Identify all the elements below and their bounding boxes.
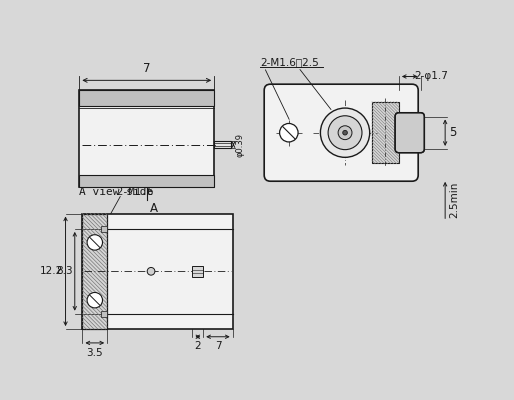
Circle shape [343, 130, 347, 135]
Circle shape [147, 268, 155, 275]
Circle shape [338, 126, 352, 140]
Text: 2: 2 [194, 341, 201, 350]
Text: 12.2: 12.2 [40, 266, 63, 276]
Bar [399, 116, 420, 149]
Text: 7: 7 [143, 62, 151, 75]
FancyBboxPatch shape [395, 113, 425, 153]
Text: 2-φ1.7: 2-φ1.7 [414, 72, 448, 82]
Bar [101, 226, 107, 232]
Circle shape [87, 292, 102, 308]
Circle shape [320, 108, 370, 157]
Circle shape [280, 124, 298, 142]
Bar [79, 90, 214, 186]
Text: 2-M1.6淲2.5: 2-M1.6淲2.5 [261, 57, 319, 67]
Circle shape [87, 235, 102, 250]
Text: A view side: A view side [79, 187, 153, 197]
Bar [372, 102, 399, 164]
Bar [82, 214, 107, 329]
FancyBboxPatch shape [264, 84, 418, 181]
Text: 2.5min: 2.5min [449, 182, 459, 218]
Bar [101, 310, 107, 317]
Bar [214, 141, 231, 148]
Circle shape [328, 116, 362, 150]
Text: 3.5: 3.5 [86, 348, 103, 358]
Text: φ0.39: φ0.39 [236, 133, 245, 157]
Bar [79, 175, 214, 186]
Bar [79, 90, 214, 106]
Text: 8.3: 8.3 [56, 266, 72, 276]
Text: 2-M1.6: 2-M1.6 [116, 187, 154, 197]
Text: 5: 5 [449, 126, 456, 139]
Bar [82, 214, 233, 329]
Bar [192, 266, 203, 277]
Text: A: A [150, 202, 158, 215]
Text: 7: 7 [215, 341, 221, 350]
